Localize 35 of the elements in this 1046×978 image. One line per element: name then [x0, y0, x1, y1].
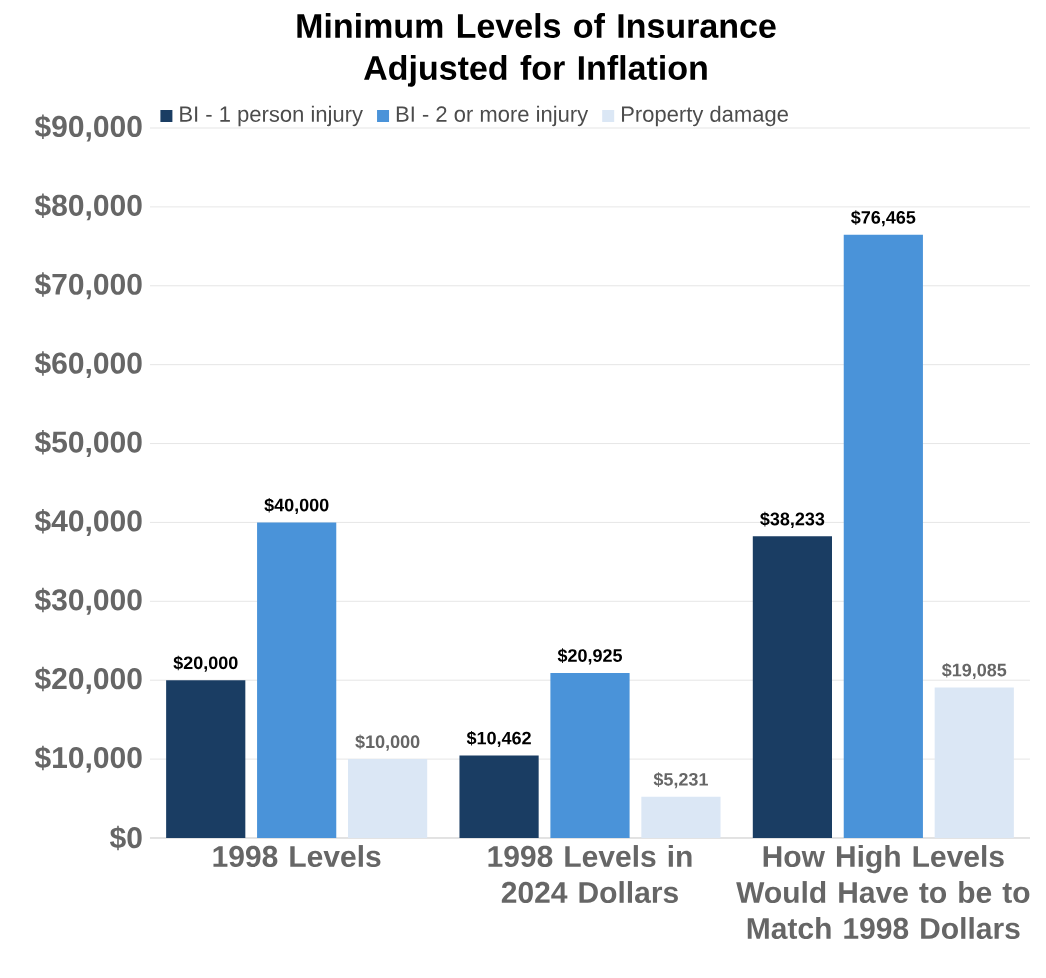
y-tick-label: $70,000 — [34, 272, 142, 300]
data-label: $20,000 — [173, 655, 238, 672]
x-tick-label: 1998 Levels in 2024 Dollars — [488, 845, 692, 904]
x-tick-label: 1998 Levels — [213, 845, 381, 868]
legend-label: BI - 1 person injury — [180, 105, 363, 127]
legend-label: BI - 2 or more injury — [396, 105, 589, 127]
y-tick-label: $50,000 — [34, 430, 142, 457]
data-label: $19,085 — [941, 662, 1007, 680]
x-tick-label: How High Levels Would Have to be to Match 1998 Dollars — [736, 845, 1030, 940]
y-tick-label: $90,000 — [34, 114, 142, 142]
y-tick-label: $10,000 — [34, 745, 142, 773]
chart-title: Minimum Levels of Insurance Adjusted for Inflation — [297, 13, 776, 87]
bar — [752, 536, 832, 838]
data-label: $10,000 — [355, 734, 420, 751]
legend-label: Property damage — [622, 105, 788, 127]
data-label: $5,231 — [653, 772, 708, 789]
bar — [166, 680, 246, 838]
data-label: $40,000 — [264, 497, 329, 515]
y-tick-label: $0 — [109, 825, 142, 851]
bar — [348, 759, 428, 838]
y-tick-label: $30,000 — [34, 587, 142, 615]
data-label: $10,462 — [466, 730, 531, 748]
bar — [641, 796, 721, 838]
bar — [550, 672, 630, 838]
bar — [257, 522, 337, 838]
bar — [843, 234, 923, 838]
y-tick-label: $60,000 — [34, 351, 142, 379]
data-label: $20,925 — [557, 648, 623, 665]
data-label: $38,233 — [760, 511, 825, 528]
data-label: $76,465 — [851, 210, 916, 227]
bar — [459, 755, 539, 838]
bar — [934, 687, 1014, 838]
y-tick-label: $40,000 — [34, 508, 142, 536]
y-tick-label: $80,000 — [34, 193, 142, 221]
y-tick-label: $20,000 — [34, 666, 142, 694]
